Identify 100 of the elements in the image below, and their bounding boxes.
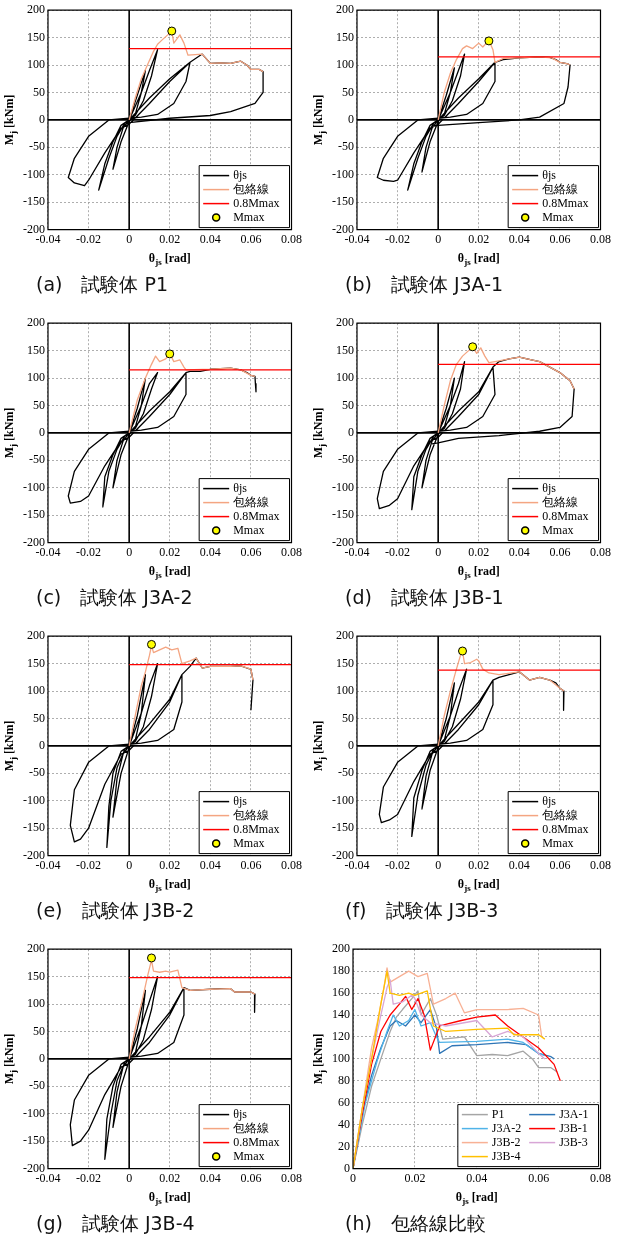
x-tick-label: 0.08: [281, 544, 302, 559]
x-tick-label: -0.02: [76, 231, 102, 246]
x-tick-label: 0.08: [281, 1170, 302, 1185]
y-tick-label: -150: [332, 820, 354, 835]
x-tick-label: 0.04: [199, 544, 221, 559]
y-tick-label: 0: [39, 425, 45, 440]
legend-label: 0.8Mmax: [233, 821, 280, 836]
y-tick-label: 150: [27, 655, 45, 670]
y-axis-title: Mj [kNm]: [311, 407, 328, 459]
text: (e) 試験体 J3B-2: [35, 898, 196, 923]
y-tick-label: -50: [338, 765, 354, 780]
x-tick-label: 0: [126, 1170, 133, 1185]
legend-label: J3A-1: [559, 1106, 589, 1121]
y-axis-title: Mj [kNm]: [2, 407, 19, 459]
y-tick-label: 80: [338, 1073, 350, 1087]
y-tick-label: 100: [27, 370, 45, 385]
y-tick-label: 0: [39, 738, 45, 753]
x-tick-label: 0.06: [240, 544, 262, 559]
y-tick-label: -50: [338, 139, 354, 154]
y-tick-label: 100: [336, 370, 354, 385]
y-tick-label: 150: [27, 342, 45, 357]
x-tick-label: 0.06: [240, 1170, 262, 1185]
legend-label: θjs: [233, 480, 248, 495]
x-tick-label: 0.02: [404, 1170, 426, 1185]
y-tick-label: 100: [336, 57, 354, 72]
legend-label: Mmax: [233, 209, 265, 224]
y-tick-label: 150: [336, 342, 354, 357]
y-tick-label: -50: [338, 452, 354, 467]
legend-label: θjs: [233, 1106, 248, 1121]
y-tick-label: 150: [336, 655, 354, 670]
y-tick-label: 50: [342, 397, 354, 412]
x-tick-label: 0.04: [199, 857, 221, 872]
y-tick-label: 200: [27, 941, 45, 956]
y-tick-label: 200: [336, 628, 354, 643]
y-tick-label: -100: [332, 792, 354, 807]
legend-label: Mmax: [233, 1148, 265, 1163]
x-tick-label: -0.02: [76, 857, 102, 872]
x-tick-label: 0.02: [159, 231, 181, 246]
x-tick-label: 0.08: [590, 544, 611, 559]
y-tick-label: -200: [23, 847, 45, 862]
legend-label: θjs: [233, 167, 248, 182]
x-tick-label: 0.08: [590, 857, 611, 872]
y-tick-label: -150: [23, 820, 45, 835]
y-tick-label: -100: [23, 166, 45, 181]
y-tick-label: 120: [332, 1029, 350, 1044]
x-tick-label: 0.08: [590, 1170, 611, 1185]
legend-label: J3B-2: [491, 1134, 521, 1149]
x-tick-label: -0.02: [76, 544, 102, 559]
x-tick-label: 0.02: [468, 544, 490, 559]
legend-label: 0.8Mmax: [233, 508, 280, 523]
y-tick-label: 50: [342, 84, 354, 99]
y-tick-label: -100: [332, 479, 354, 494]
x-tick-label: 0: [435, 231, 442, 246]
x-tick-label: 0.06: [240, 857, 262, 872]
y-tick-label: 0: [39, 1051, 45, 1066]
x-tick-label: -0.02: [385, 544, 411, 559]
y-tick-label: -200: [23, 534, 45, 549]
legend-label: Mmax: [542, 522, 574, 537]
text: (d) 試験体 J3B-1: [344, 585, 505, 610]
y-tick-label: 50: [33, 84, 45, 99]
y-tick-label: 100: [336, 683, 354, 698]
y-tick-label: 160: [332, 985, 350, 1000]
legend-label: Mmax: [542, 835, 574, 850]
y-tick-label: 40: [338, 1116, 350, 1131]
legend-label: 包絡線: [542, 807, 579, 822]
y-axis-title: Mj [kNm]: [311, 1033, 328, 1085]
y-tick-label: -150: [332, 507, 354, 522]
x-tick-label: 0: [126, 544, 133, 559]
y-axis-title: Mj [kNm]: [2, 94, 19, 146]
legend-label: J3A-2: [491, 1120, 522, 1135]
text: (c) 試験体 J3A-2: [35, 585, 194, 610]
x-tick-label: 0.08: [281, 857, 302, 872]
x-tick-label: 0.06: [549, 857, 571, 872]
x-tick-label: 0.04: [199, 1170, 221, 1185]
y-axis-title: Mj [kNm]: [2, 720, 19, 772]
y-tick-label: -200: [332, 534, 354, 549]
y-tick-label: -50: [29, 452, 45, 467]
y-tick-label: -200: [332, 221, 354, 236]
x-tick-label: 0.02: [159, 857, 181, 872]
legend-label: θjs: [542, 167, 557, 182]
x-tick-label: 0: [435, 544, 442, 559]
legend-label: 包絡線: [233, 1120, 270, 1135]
y-tick-label: 200: [27, 315, 45, 330]
y-tick-label: 200: [27, 628, 45, 643]
x-tick-label: 0.04: [508, 857, 530, 872]
legend-label: J3B-3: [559, 1134, 588, 1149]
x-tick-label: -0.02: [76, 1170, 102, 1185]
x-tick-label: 0.04: [508, 231, 530, 246]
y-tick-label: 150: [336, 29, 354, 44]
x-tick-label: 0.02: [468, 231, 490, 246]
legend-label: J3B-4: [491, 1148, 521, 1163]
y-tick-label: 0: [348, 738, 354, 753]
legend-label: 包絡線: [233, 181, 270, 196]
legend-label: J3B-1: [559, 1120, 588, 1135]
y-tick-label: -50: [29, 1078, 45, 1093]
text: (a) 試験体 P1: [35, 272, 170, 297]
y-tick-label: 180: [332, 963, 350, 978]
text: (b) 試験体 J3A-1: [344, 272, 505, 297]
x-tick-label: 0: [126, 231, 133, 246]
x-tick-label: -0.02: [385, 857, 411, 872]
